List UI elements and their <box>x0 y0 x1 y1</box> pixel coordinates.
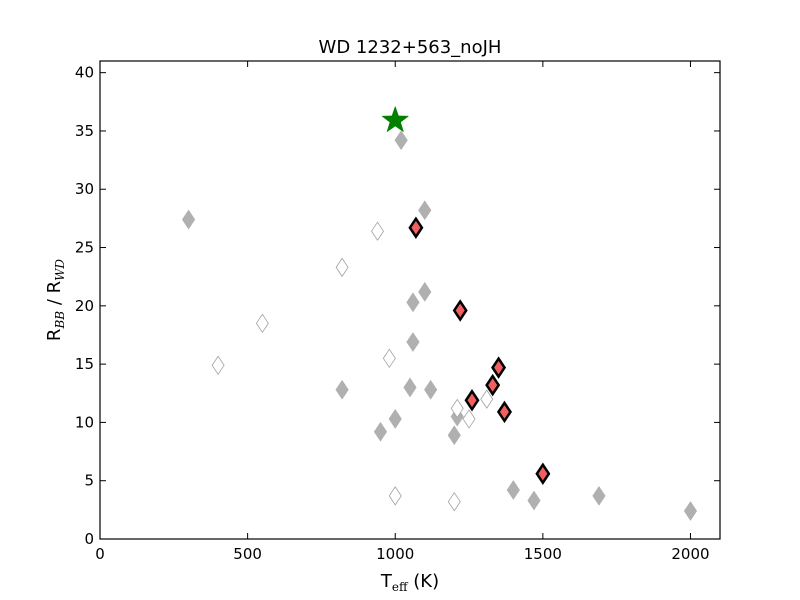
star-marker <box>381 105 410 133</box>
diamond-marker-open <box>382 348 396 369</box>
x-axis-ticks: 0 500 1000 1500 2000 <box>95 61 710 563</box>
diamond-marker-gray <box>406 292 420 313</box>
diamond-marker-gray <box>181 209 196 230</box>
diamond-marker-open <box>480 389 494 409</box>
x-axis-label-main: T <box>380 571 393 592</box>
data-markers <box>181 105 698 521</box>
diamond-marker-gray <box>406 332 420 352</box>
diamond-marker-open <box>450 398 464 419</box>
x-tick-label: 500 <box>233 545 262 563</box>
x-axis-label-subscript: eff <box>392 580 409 594</box>
x-axis-label-unit: (K) <box>408 571 440 592</box>
chart-title: WD 1232+563_noJH <box>319 37 502 58</box>
diamond-marker-highlighted <box>485 373 501 397</box>
diamond-marker-gray <box>424 379 438 400</box>
y-axis-label-r-bb: R <box>44 329 65 342</box>
diamond-marker-highlighted <box>496 400 512 424</box>
diamond-marker-open <box>447 491 461 512</box>
x-tick-label: 2000 <box>671 545 709 563</box>
diamond-marker-open <box>255 313 269 334</box>
x-tick-label: 1000 <box>376 545 414 563</box>
diamond-marker-gray <box>418 200 432 221</box>
diamond-marker-gray <box>373 421 388 442</box>
y-axis-ticks: 0 5 10 15 20 25 30 35 40 <box>75 64 720 548</box>
y-tick-label: 25 <box>75 239 94 257</box>
y-axis-label-sep: / R <box>44 281 65 311</box>
diamond-marker-gray <box>506 480 520 500</box>
plot-frame <box>99 60 721 540</box>
diamond-marker-gray <box>683 501 698 521</box>
y-axis-label-sub-bb: BB <box>53 311 67 330</box>
diamond-marker-highlighted <box>535 462 551 485</box>
diamond-marker-gray <box>592 485 606 506</box>
diamond-marker-gray <box>394 130 408 151</box>
diamond-marker-open <box>211 355 225 376</box>
diamond-marker-open <box>335 257 349 278</box>
diamond-marker-gray <box>447 425 461 446</box>
y-axis-label-sub-wd: WD <box>53 259 67 281</box>
y-tick-label: 30 <box>75 180 94 198</box>
y-tick-label: 10 <box>75 413 94 431</box>
y-tick-label: 15 <box>75 355 94 373</box>
x-axis-label: Teff (K) <box>380 571 439 594</box>
y-tick-label: 5 <box>84 472 94 490</box>
diamond-marker-gray <box>403 377 417 398</box>
diamond-marker-highlighted <box>464 389 480 412</box>
diamond-marker-gray <box>388 409 402 429</box>
diamond-marker-highlighted <box>408 216 424 239</box>
y-tick-label: 0 <box>84 530 94 548</box>
x-tick-label: 0 <box>95 545 105 563</box>
diamond-marker-gray <box>418 281 432 302</box>
diamond-marker-gray <box>527 490 541 511</box>
y-tick-label: 20 <box>75 297 94 315</box>
diamond-marker-highlighted <box>452 299 468 322</box>
x-tick-label: 1500 <box>524 545 562 563</box>
diamond-marker-open <box>371 221 385 241</box>
diamond-marker-open <box>388 486 402 506</box>
diamond-marker-gray <box>335 379 349 400</box>
y-tick-label: 40 <box>75 64 94 82</box>
y-axis-label: RBB / RWD <box>44 259 67 342</box>
diamond-marker-highlighted <box>491 356 507 379</box>
y-tick-label: 35 <box>75 122 94 140</box>
diamond-marker-open <box>462 409 476 429</box>
